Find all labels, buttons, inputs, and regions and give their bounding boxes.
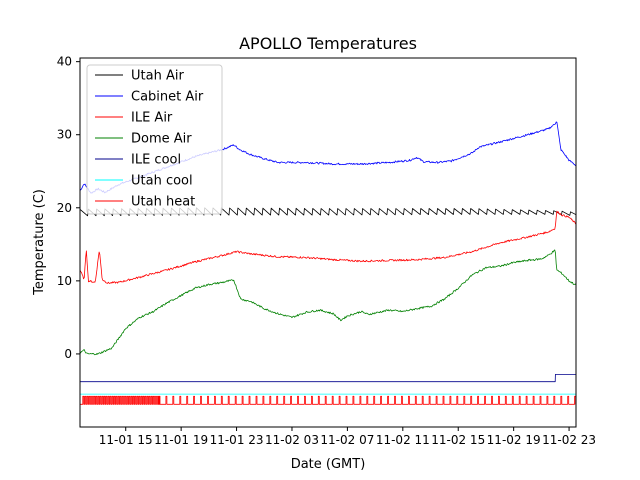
- legend-label-utah-air: Utah Air: [131, 69, 184, 84]
- series-line-ile-cool: [80, 374, 576, 383]
- x-tick-label: 11-02 07: [320, 433, 374, 447]
- x-tick-label: 11-01 19: [154, 433, 208, 447]
- legend-label-ile-air: ILE Air: [131, 111, 173, 126]
- x-tick-label: 11-02 15: [431, 433, 485, 447]
- y-tick-label: 10: [57, 274, 72, 288]
- y-tick-label: 0: [64, 347, 72, 361]
- x-tick-label: 11-02 23: [542, 433, 596, 447]
- x-tick-label: 11-02 19: [487, 433, 541, 447]
- legend: Utah Air Cabinet Air ILE Air Dome Air ILE co…: [86, 64, 223, 215]
- legend-box: [86, 64, 223, 215]
- plot-frame: [79, 57, 577, 428]
- y-tick-label: 40: [57, 55, 72, 69]
- y-tick-label: 30: [57, 128, 72, 142]
- legend-label-utah-cool: Utah cool: [131, 174, 193, 189]
- chart-title: APOLLO Temperatures: [239, 34, 417, 53]
- legend-label-utah-heat: Utah heat: [131, 195, 195, 210]
- legend-label-cabinet-air: Cabinet Air: [131, 90, 204, 105]
- x-axis-label: Date (GMT): [291, 457, 366, 472]
- series-line-ile-air: [80, 210, 576, 284]
- legend-label-ile-cool: ILE cool: [131, 153, 181, 168]
- y-axis-label: Temperature (C): [32, 189, 47, 296]
- series-line-dome-air: [80, 249, 576, 356]
- legend-label-dome-air: Dome Air: [131, 132, 192, 147]
- x-tick-label: 11-02 03: [265, 433, 319, 447]
- y-axis-ticks: 0 10 20 30 40: [57, 55, 80, 361]
- x-tick-label: 11-02 11: [376, 433, 430, 447]
- y-tick-label: 20: [57, 201, 72, 215]
- x-tick-label: 11-01 15: [99, 433, 153, 447]
- series-line-utah-heat: [80, 395, 576, 405]
- x-axis-ticks: 11-01 15 11-01 19 11-01 23 11-02 03 11-02 07…: [99, 427, 596, 447]
- x-tick-label: 11-01 23: [210, 433, 264, 447]
